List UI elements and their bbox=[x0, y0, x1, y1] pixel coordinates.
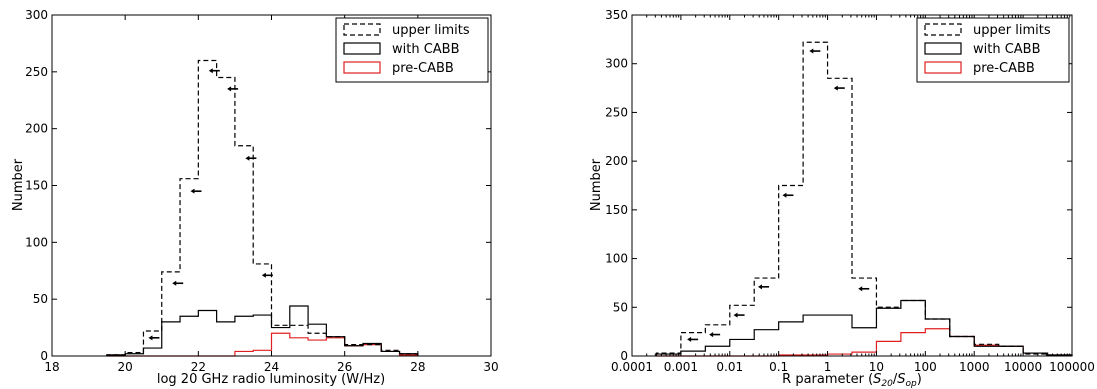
upper-limit-arrow bbox=[687, 336, 699, 342]
series-with-cabb-step bbox=[655, 299, 1073, 356]
legend-label-upper-limits: upper limits bbox=[392, 23, 470, 38]
x-tick-label: 28 bbox=[410, 360, 425, 374]
x-tick-label: 18 bbox=[44, 360, 59, 374]
upper-limit-arrow bbox=[782, 192, 794, 198]
legend-swatch-with-cabb bbox=[343, 42, 381, 55]
right-plot-frame bbox=[631, 14, 1073, 357]
y-tick-label: 50 bbox=[33, 292, 48, 306]
y-tick-label: 200 bbox=[25, 122, 48, 136]
y-tick-label: 150 bbox=[605, 203, 628, 217]
upper-limit-arrow bbox=[809, 48, 821, 54]
right-x-axis-title: R parameter (S20/Sop) bbox=[782, 372, 922, 389]
y-tick-label: 300 bbox=[605, 57, 628, 71]
x-tick-label: 30 bbox=[483, 360, 498, 374]
x-tick-label: 100000 bbox=[1049, 360, 1095, 374]
x-tick-label: 10 bbox=[869, 360, 884, 374]
right-legend: upper limits with CABB pre-CABB bbox=[916, 17, 1070, 83]
legend-box bbox=[335, 17, 489, 83]
left-y-axis-title: Number bbox=[11, 158, 26, 211]
series-upper-limits-step bbox=[106, 59, 419, 356]
left-plot-marks bbox=[106, 59, 419, 357]
legend-swatch-upper-limits bbox=[924, 23, 962, 36]
legend-swatch-upper-limits bbox=[343, 23, 381, 36]
right-histogram-panel: 0.0001 0.001 0.01 0.1 1 10 100 1000 10000 100000 0… bbox=[589, 8, 1095, 389]
x-tick-label: 26 bbox=[337, 360, 352, 374]
left-legend: upper limits with CABB pre-CABB bbox=[335, 17, 489, 83]
upper-limit-arrow bbox=[148, 335, 160, 341]
y-tick-label: 100 bbox=[605, 252, 628, 266]
left-x-axis-title: log 20 GHz radio luminosity (W/Hz) bbox=[157, 372, 385, 387]
x-tick-label: 0.01 bbox=[716, 360, 743, 374]
x-tick-label: 100 bbox=[914, 360, 937, 374]
upper-limit-arrow bbox=[208, 68, 220, 74]
legend-swatch-pre-cabb bbox=[343, 61, 381, 74]
x-tick-label: 0.0001 bbox=[611, 360, 653, 374]
y-tick-label: 50 bbox=[613, 300, 628, 314]
y-tick-label: 0 bbox=[620, 349, 628, 363]
x-tick-label: 1000 bbox=[959, 360, 990, 374]
y-tick-label: 350 bbox=[605, 8, 628, 22]
y-tick-label: 200 bbox=[605, 154, 628, 168]
x-tick-label: 22 bbox=[191, 360, 206, 374]
upper-limit-arrow bbox=[227, 86, 239, 92]
y-tick-label: 250 bbox=[605, 105, 628, 119]
x-tick-label: 24 bbox=[264, 360, 279, 374]
series-pre-cabb-step bbox=[656, 328, 1073, 357]
legend-label-pre-cabb: pre-CABB bbox=[973, 61, 1035, 76]
y-tick-label: 0 bbox=[40, 349, 48, 363]
right-plot-marks bbox=[655, 41, 1073, 357]
upper-limit-arrow bbox=[245, 155, 257, 161]
upper-limit-arrow bbox=[758, 284, 769, 290]
x-tick-label: 0.1 bbox=[769, 360, 788, 374]
upper-limit-arrow bbox=[172, 280, 184, 286]
x-tick-label: 10000 bbox=[1004, 360, 1042, 374]
y-tick-label: 150 bbox=[25, 179, 48, 193]
legend-label-upper-limits: upper limits bbox=[973, 23, 1051, 38]
y-tick-label: 300 bbox=[25, 8, 48, 22]
legend-swatch-with-cabb bbox=[924, 42, 962, 55]
upper-limit-arrow bbox=[709, 332, 721, 338]
x-tick-label: 1 bbox=[824, 360, 832, 374]
right-y-axis-title: Number bbox=[589, 158, 604, 211]
legend-label-with-cabb: with CABB bbox=[392, 42, 460, 57]
upper-limit-arrow bbox=[733, 312, 745, 318]
x-tick-label: 0.001 bbox=[664, 360, 698, 374]
y-tick-label: 250 bbox=[25, 65, 48, 79]
y-tick-label: 100 bbox=[25, 235, 48, 249]
legend-swatch-pre-cabb bbox=[924, 61, 962, 74]
legend-label-pre-cabb: pre-CABB bbox=[392, 61, 454, 76]
upper-limit-arrow bbox=[858, 286, 870, 292]
series-upper-limits-step bbox=[655, 41, 1073, 356]
upper-limit-arrow bbox=[190, 188, 202, 194]
legend-box bbox=[916, 17, 1070, 83]
legend-label-with-cabb: with CABB bbox=[973, 42, 1041, 57]
series-with-cabb-step bbox=[106, 305, 419, 356]
upper-limit-arrow bbox=[833, 85, 845, 91]
x-tick-label: 20 bbox=[118, 360, 133, 374]
upper-limit-arrow bbox=[261, 272, 273, 278]
